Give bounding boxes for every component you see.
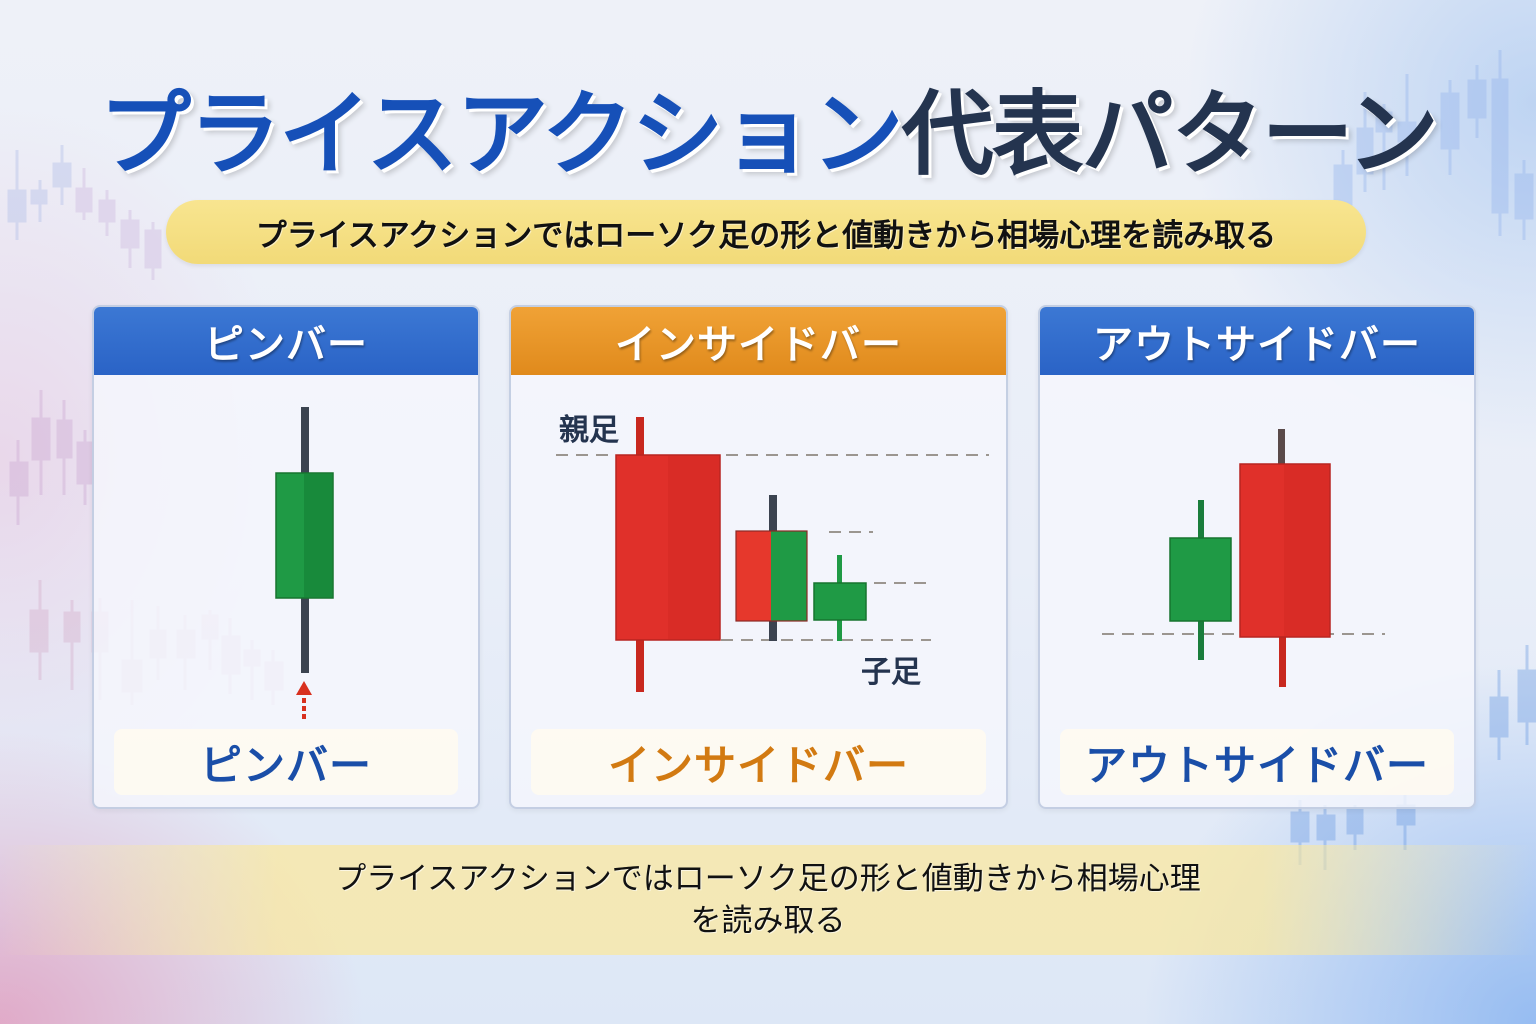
subtitle-banner: プライスアクションではローソク足の形と値動きから相場心理を読み取る [166, 200, 1366, 264]
inside-bar-candle-icon: 親足 子足 [556, 413, 989, 692]
label-parent-bar: 親足 [559, 413, 619, 448]
footnote: プライスアクションではローソク足の形と値動きから相場心理 を読み取る [0, 858, 1536, 942]
footnote-line-2: を読み取る [690, 903, 846, 939]
footnote-band [0, 845, 1536, 955]
subtitle-text: プライスアクションではローソク足の形と値動きから相場心理を読み取る [255, 217, 1277, 254]
card-inside-bar: インサイドバー 親足 子足 インサイドバー [509, 305, 1008, 809]
page-title: プライスアクション代表パターン [0, 80, 1536, 190]
card-footer-pin-bar: ピンバー [114, 729, 458, 795]
card-footer-inside-bar: インサイドバー [531, 729, 986, 795]
label-child-bar: 子足 [861, 655, 921, 690]
card-footer-label: インサイドバー [607, 740, 909, 790]
card-outside-bar: アウトサイドバー アウトサイドバー [1038, 305, 1476, 809]
card-header-label: アウトサイドバー [1093, 322, 1421, 368]
card-header-inside-bar: インサイドバー [511, 307, 1006, 375]
up-arrow-icon [296, 681, 312, 695]
title-part-katakana: プライスアクション [98, 81, 904, 188]
card-pin-bar: ピンバー ピンバー [92, 305, 480, 809]
pin-bar-candle-icon [275, 407, 334, 719]
title-part-kanji: 代表パターン [901, 81, 1439, 188]
footnote-line-1: プライスアクションではローソク足の形と値動きから相場心理 [335, 861, 1201, 897]
card-header-outside-bar: アウトサイドバー [1040, 307, 1474, 375]
card-footer-outside-bar: アウトサイドバー [1060, 729, 1454, 795]
card-header-pin-bar: ピンバー [94, 307, 478, 375]
card-footer-label: アウトサイドバー [1084, 740, 1429, 790]
card-header-label: インサイドバー [615, 322, 902, 368]
card-header-label: ピンバー [204, 322, 368, 368]
outside-bar-candle-icon [1102, 429, 1385, 687]
card-footer-label: ピンバー [199, 740, 372, 790]
